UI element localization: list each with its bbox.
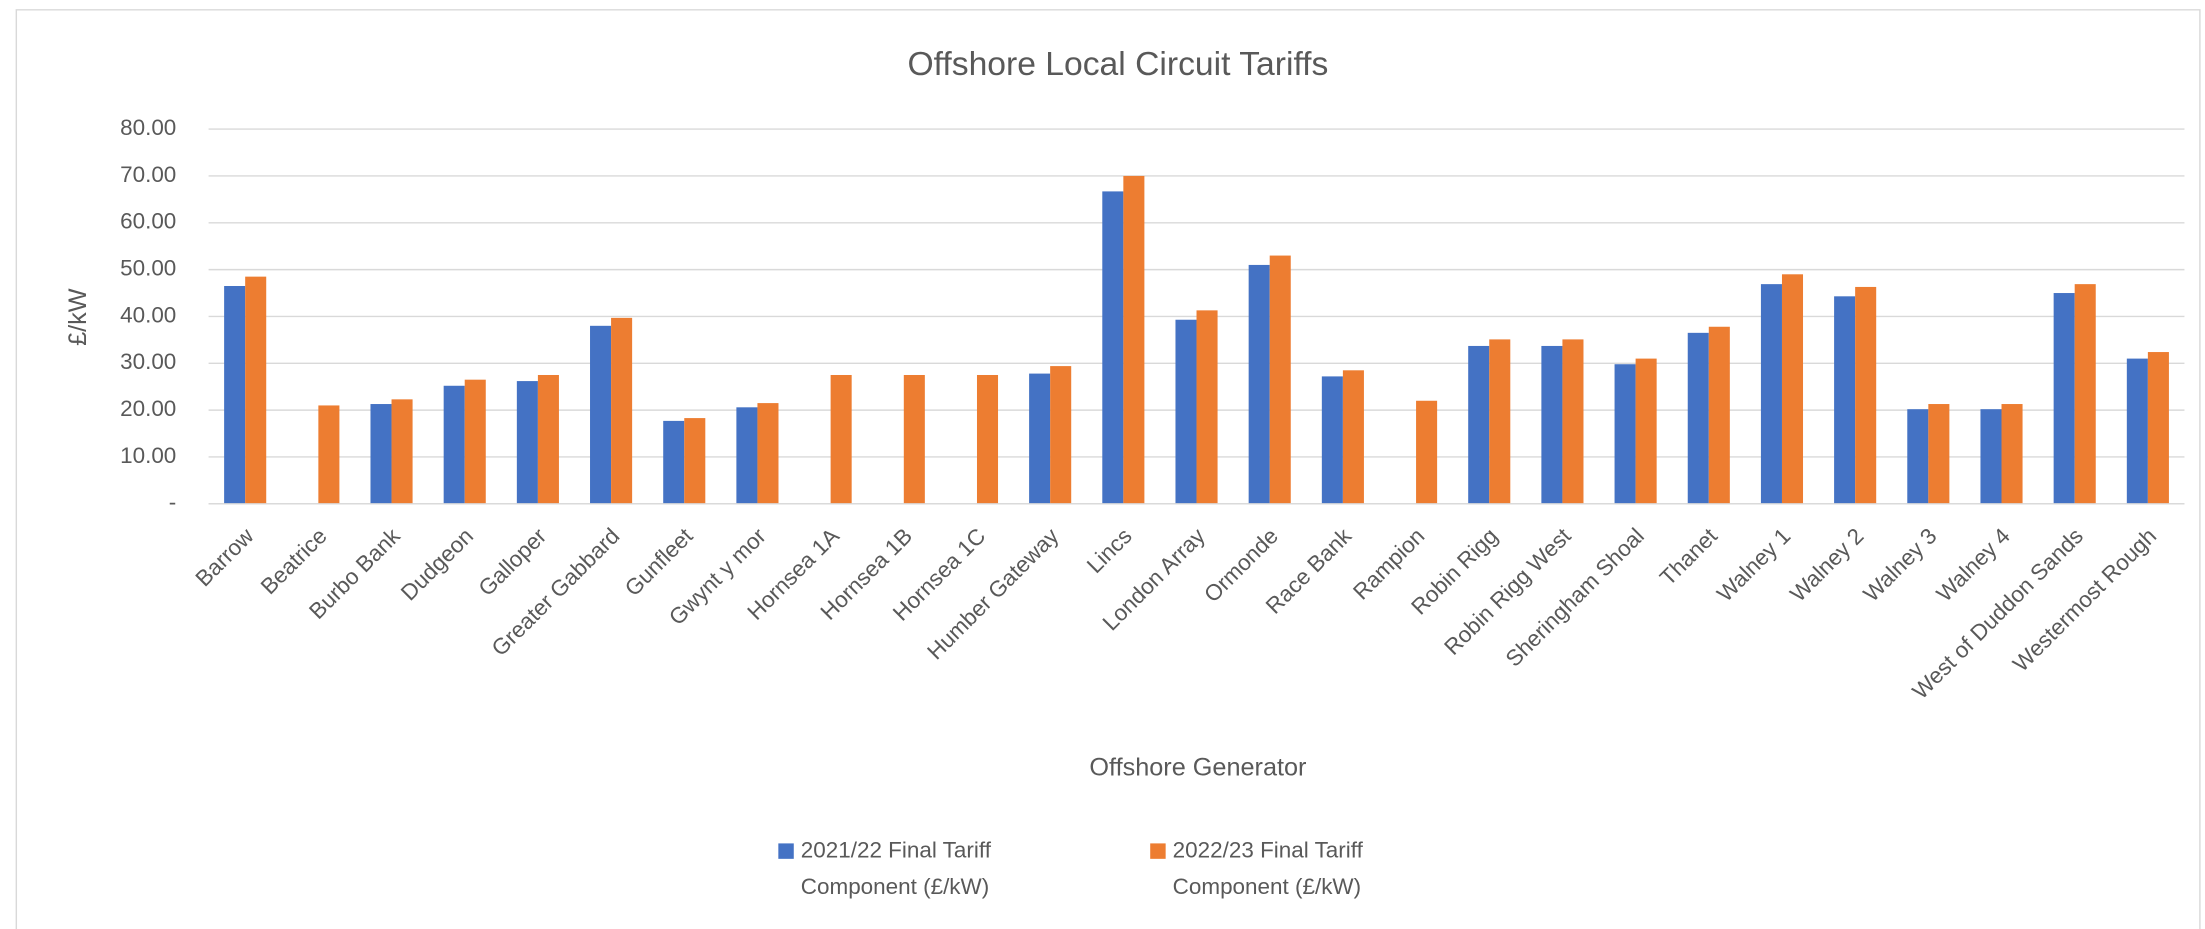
y-tick-label: 70.00 [120,162,176,187]
bar [976,374,999,504]
y-tick-label: 40.00 [120,302,176,327]
bar [1687,332,1709,504]
bar [684,418,706,504]
bar [1760,284,1782,504]
bar [2147,352,2169,504]
bar [245,276,267,504]
y-tick-label: 80.00 [120,115,176,140]
bar [224,286,246,504]
bar [391,399,413,504]
legend-swatch [778,843,794,859]
bar [903,374,925,504]
bar [1175,319,1197,504]
bar [537,374,559,504]
bar [1050,366,1072,504]
y-tick-label: 20.00 [120,396,176,421]
legend-label: 2022/23 Final Tariff Component (£/kW) [1172,839,1363,900]
bar [736,407,758,504]
bar [1635,358,1657,504]
bar [1123,175,1145,504]
y-tick-label: 50.00 [120,256,176,281]
bar [1928,404,1950,504]
bar [464,379,486,504]
bar [2126,358,2148,504]
bar [1321,376,1343,504]
bar [1196,310,1218,504]
bar [1416,400,1438,504]
y-tick-label: 10.00 [120,443,176,468]
bar [1562,339,1584,504]
bar [1248,264,1270,504]
bar [2074,284,2096,504]
chart-title: Offshore Local Circuit Tariffs [907,46,1328,83]
bar [318,405,340,504]
bar [1855,286,1877,504]
bar [1489,339,1511,504]
bar [757,403,779,504]
bar [663,420,685,504]
legend-swatch [1150,843,1166,859]
legend-item: 2022/23 Final Tariff Component (£/kW) [1172,839,1363,900]
bar [2053,293,2075,504]
y-tick-label: 30.00 [120,349,176,374]
bar [1708,326,1730,504]
bar [370,404,392,504]
bar [1342,370,1364,504]
bar [1541,345,1563,504]
bar [611,317,633,504]
bar [1468,345,1490,504]
bar [1907,409,1929,504]
bar [1834,296,1856,504]
y-tick-label: - [169,490,176,515]
bar [1269,255,1291,504]
legend-label: 2021/22 Final Tariff Component (£/kW) [800,839,991,900]
bar [1980,409,2002,504]
x-axis-title: Offshore Generator [1089,754,1306,782]
y-tick-label: 60.00 [120,209,176,234]
bar [830,374,852,504]
bar [1614,364,1636,504]
legend-item: 2021/22 Final Tariff Component (£/kW) [800,839,991,900]
bar [443,385,465,504]
bar [1102,191,1124,504]
bar [516,381,538,504]
bar [1029,373,1051,504]
bar [590,325,612,504]
bar [1781,274,1804,504]
bar [2001,404,2023,504]
y-axis-title: £/kW [64,288,92,346]
